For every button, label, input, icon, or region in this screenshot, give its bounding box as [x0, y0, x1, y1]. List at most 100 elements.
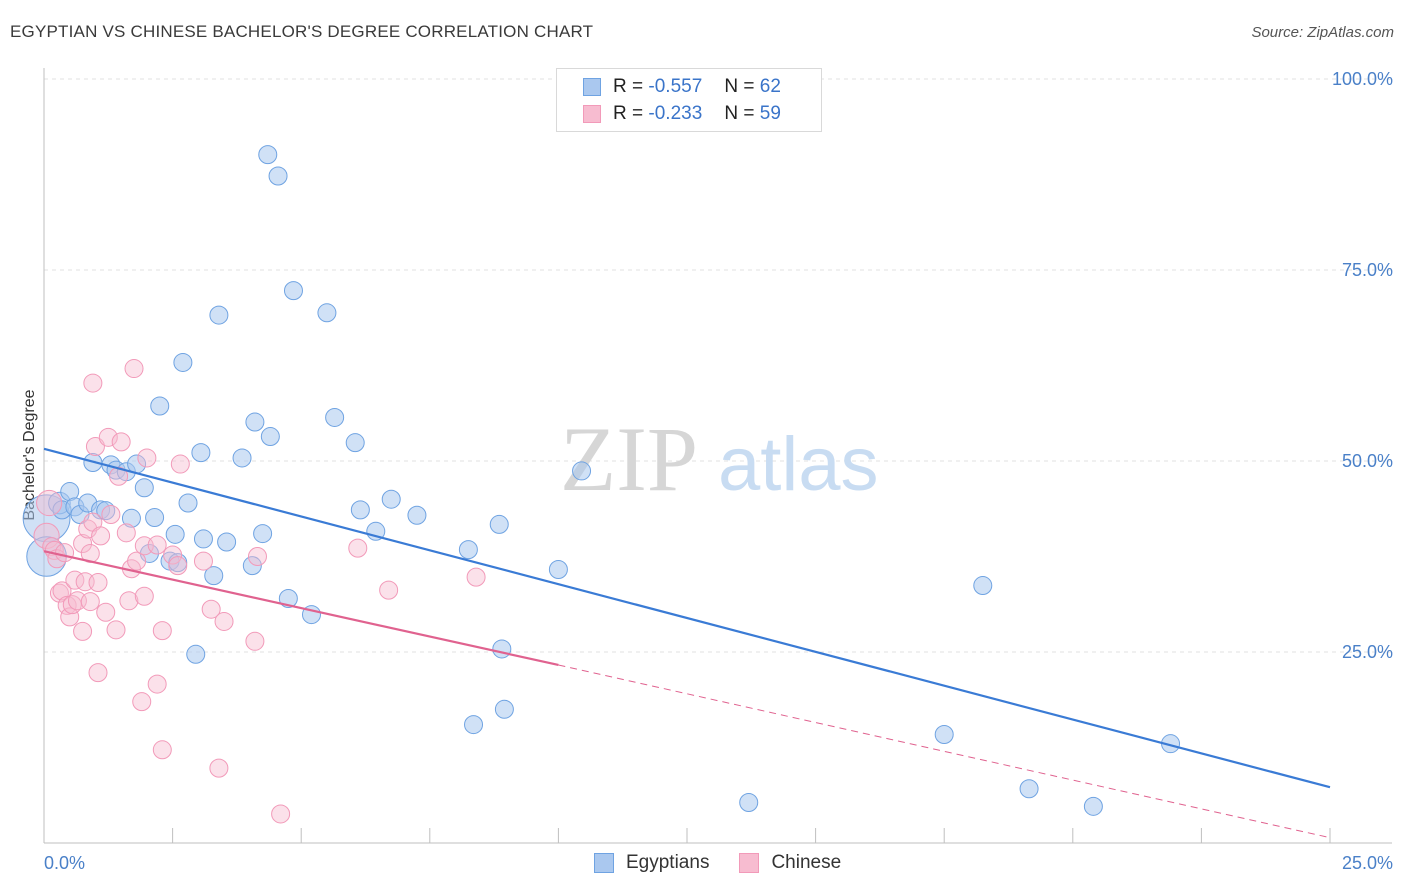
egyptians-point	[217, 532, 237, 552]
x-tick-label: 25.0%	[1342, 853, 1393, 873]
egyptians-point	[134, 478, 154, 498]
chinese-point	[163, 545, 183, 565]
egyptians-point	[739, 793, 759, 813]
chinese-point	[55, 543, 75, 563]
chinese-legend-swatch	[739, 853, 760, 873]
egyptians-r-value: -0.557	[648, 76, 703, 97]
chinese-point	[83, 373, 103, 393]
chinese-point	[214, 611, 234, 631]
y-axis-label: Bachelor's Degree	[21, 389, 38, 520]
chinese-point	[132, 692, 152, 712]
egyptians-point	[232, 448, 252, 468]
legend-label-egyptians: Egyptians	[626, 852, 710, 873]
egyptians-point	[1019, 779, 1039, 799]
chinese-point	[96, 602, 116, 622]
egyptians-point	[548, 559, 568, 579]
chart-title: EGYPTIAN VS CHINESE BACHELOR'S DEGREE CO…	[10, 22, 594, 41]
y-tick-label: 50.0%	[1342, 451, 1393, 471]
chinese-trend-line	[43, 550, 559, 667]
r-label: R =	[613, 103, 644, 124]
egyptians-swatch	[583, 78, 601, 96]
egyptians-point	[245, 412, 265, 432]
chinese-point	[62, 595, 82, 615]
chinese-point	[85, 436, 105, 456]
legend-item-egyptians[interactable]: Egyptians	[594, 852, 709, 874]
egyptians-point	[258, 145, 278, 165]
stats-row-chinese: R = -0.233 N = 59	[583, 101, 781, 127]
egyptians-point	[492, 639, 512, 659]
y-tick-labels: 25.0% 50.0% 75.0% 100.0%	[1332, 69, 1393, 662]
chinese-point	[88, 572, 108, 592]
egyptians-point	[973, 576, 993, 596]
watermark-atlas: atlas	[718, 422, 879, 507]
y-tick-label: 25.0%	[1342, 642, 1393, 662]
egyptians-n-value: 62	[759, 76, 781, 97]
chinese-point	[106, 620, 126, 640]
legend-label-chinese: Chinese	[771, 852, 842, 873]
chinese-point	[111, 432, 131, 452]
chinese-point	[134, 586, 154, 606]
chinese-point	[119, 591, 139, 611]
egyptians-point	[489, 514, 509, 534]
egyptians-point	[407, 505, 427, 525]
chinese-point	[147, 674, 167, 694]
chinese-point	[65, 570, 85, 590]
legend: Egyptians Chinese	[594, 852, 871, 874]
egyptians-point	[191, 443, 211, 463]
chinese-point	[379, 580, 399, 600]
chinese-swatch	[583, 105, 601, 123]
x-tick-label: 0.0%	[44, 853, 85, 873]
egyptians-point	[325, 407, 345, 427]
stats-row-egyptians: R = -0.557 N = 62	[583, 74, 781, 100]
source-credit: Source: ZipAtlas.com	[1251, 24, 1394, 41]
chinese-point	[193, 551, 213, 571]
chinese-r-value: -0.233	[648, 103, 703, 124]
chinese-point	[209, 758, 229, 778]
egyptians-point	[253, 524, 273, 544]
chinese-point	[116, 523, 136, 543]
egyptians-point	[165, 524, 185, 544]
gridlines	[44, 78, 1392, 653]
chinese-point	[245, 631, 265, 651]
chinese-point	[98, 427, 118, 447]
chinese-point	[247, 547, 267, 566]
egyptians-point	[186, 644, 206, 664]
chinese-point	[147, 535, 167, 555]
egyptians-point	[209, 305, 229, 325]
egyptians-point	[934, 725, 954, 745]
egyptians-point	[1083, 796, 1103, 816]
x-tick-labels: 0.0% 25.0%	[44, 853, 1393, 873]
stats-box: R = -0.557 N = 62 R = -0.233 N = 59	[556, 68, 822, 132]
egyptians-point	[145, 508, 165, 528]
chinese-point	[57, 595, 77, 615]
egyptians-point	[278, 589, 298, 609]
egyptians-point	[173, 352, 193, 372]
egyptians-point	[283, 281, 303, 301]
egyptians-point	[178, 493, 198, 513]
chinese-point	[152, 621, 172, 641]
data-points	[22, 145, 1181, 824]
chinese-point	[101, 504, 121, 524]
legend-item-chinese[interactable]: Chinese	[739, 852, 841, 874]
egyptians-point	[494, 699, 514, 719]
chinese-point	[80, 592, 100, 612]
chinese-point	[33, 522, 60, 549]
chinese-point	[201, 599, 221, 619]
chinese-point	[271, 804, 291, 824]
chinese-point	[73, 534, 93, 554]
egyptians-trend-line	[43, 447, 1331, 789]
egyptians-point	[345, 433, 365, 453]
egyptians-point	[242, 556, 262, 576]
egyptians-point	[150, 396, 170, 416]
chinese-point	[168, 556, 188, 576]
chinese-point	[60, 607, 80, 627]
chinese-point	[170, 454, 190, 474]
chinese-point	[88, 663, 108, 683]
chinese-point	[152, 740, 172, 760]
n-label: N =	[724, 76, 755, 97]
egyptians-point	[193, 529, 213, 549]
egyptians-point	[458, 540, 478, 560]
egyptians-point	[260, 427, 280, 447]
egyptians-point	[572, 461, 592, 481]
